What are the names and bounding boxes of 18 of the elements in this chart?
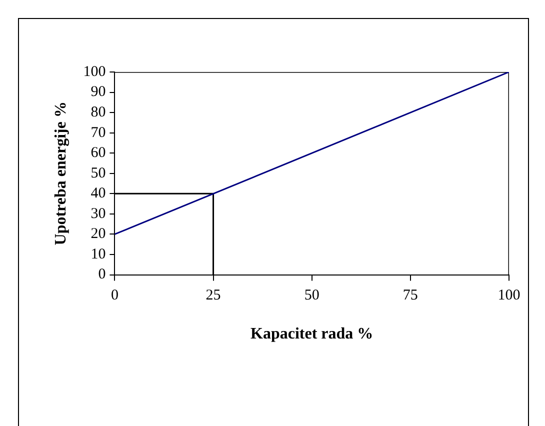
- x-tick-label: 25: [206, 288, 221, 304]
- y-tick-label: 40: [90, 186, 106, 202]
- x-tick-label: 0: [110, 288, 118, 304]
- x-tick-label: 75: [402, 288, 418, 304]
- y-tick-label: 80: [90, 104, 106, 120]
- y-tick-label: 70: [90, 124, 106, 141]
- y-tick-label: 100: [83, 64, 106, 80]
- y-tick-label: 90: [90, 84, 106, 100]
- y-tick-label: 60: [90, 145, 106, 162]
- y-tick-label: 30: [90, 206, 106, 222]
- y-tick-label: 10: [90, 246, 106, 262]
- x-axis-title: Kapacitet rada %: [250, 326, 374, 343]
- y-tick-label: 20: [90, 226, 106, 242]
- x-tick-label: 100: [498, 288, 520, 304]
- y-tick-label: 50: [90, 165, 106, 182]
- y-tick-label: 0: [98, 266, 106, 283]
- x-tick-label: 50: [304, 288, 320, 304]
- y-axis-title: Upotreba energije %: [52, 102, 70, 246]
